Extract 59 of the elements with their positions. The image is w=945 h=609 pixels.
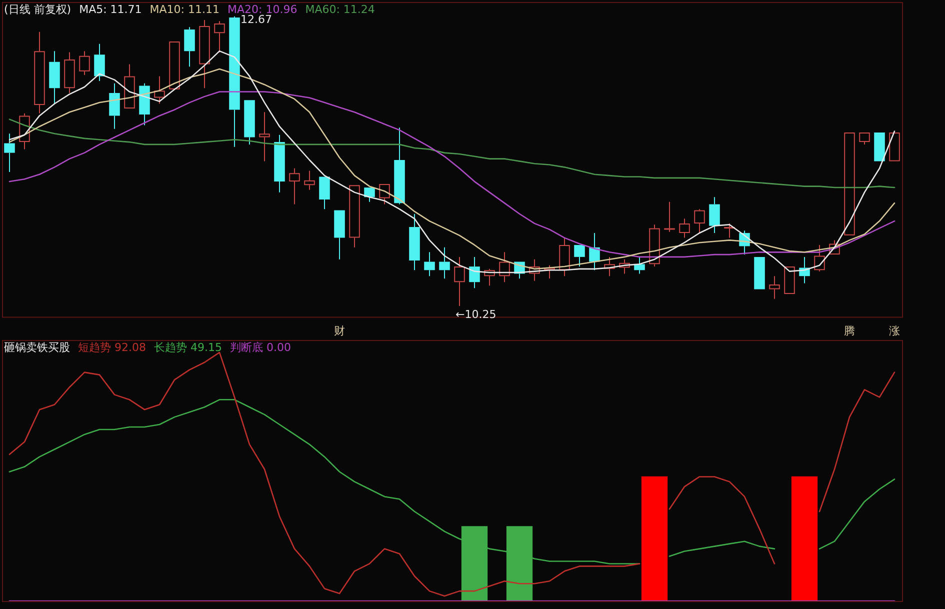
candlestick: [394, 127, 405, 205]
candlestick: [79, 50, 90, 76]
annotation: ←10.25: [456, 308, 496, 321]
candlestick: [724, 222, 735, 238]
candlestick: [469, 256, 480, 289]
candlestick: [19, 112, 30, 150]
candlestick: [604, 256, 615, 277]
candlestick: [634, 256, 645, 274]
candlestick: [154, 76, 165, 104]
candlestick: [499, 252, 510, 283]
candlestick: [199, 19, 210, 89]
series-label: 短趋势 92.08: [78, 340, 146, 354]
text: 判断底 0.00: [230, 340, 291, 354]
text: MA20: 10.96: [227, 2, 298, 16]
candlestick: [229, 16, 240, 148]
candlestick: [334, 210, 345, 260]
candlestick: [544, 264, 555, 279]
candlestick: [859, 132, 870, 145]
candlestick: [4, 133, 15, 172]
candlestick: [814, 244, 825, 272]
candlestick: [709, 196, 720, 234]
candlestick: [49, 50, 60, 104]
candlestick: [124, 64, 135, 109]
candlestick: [829, 240, 840, 255]
candlestick: [679, 218, 690, 238]
candlestick: [349, 185, 360, 248]
candlestick: [34, 31, 45, 114]
candlestick: [694, 208, 705, 234]
candlestick: [214, 20, 225, 53]
candlestick: [424, 252, 435, 277]
candlestick: [289, 168, 300, 205]
candlestick: [184, 26, 195, 68]
text: MA10: 11.11: [150, 2, 220, 16]
chart-title: (日线 前复权): [4, 2, 72, 16]
text: 长趋势 49.15: [154, 340, 222, 354]
candlestick: [439, 246, 450, 279]
text: MA5: 11.71: [79, 2, 142, 16]
x-tick-label: 财: [334, 324, 345, 338]
candlestick: [64, 52, 75, 94]
candlestick: [559, 237, 570, 277]
candlestick: [649, 224, 660, 268]
candlestick: [529, 258, 540, 282]
candlestick: [769, 276, 780, 300]
candlestick: [664, 201, 675, 232]
candlestick: [409, 213, 420, 271]
candlestick: [619, 258, 630, 274]
candlestick: [274, 134, 285, 193]
x-tick-label: 涨: [889, 325, 900, 338]
candlestick: [109, 82, 120, 130]
candlestick: [454, 256, 465, 307]
candlestick: [484, 268, 495, 286]
candlestick: [139, 82, 150, 126]
candlestick: [304, 170, 315, 190]
text: MA60: 11.24: [305, 2, 375, 16]
candlestick: [94, 43, 105, 82]
chart-title: 砸锅卖铁买股: [4, 340, 70, 354]
x-tick-label: 腾: [844, 325, 855, 338]
annotation: 12.67: [240, 13, 272, 26]
candlestick: [259, 112, 270, 162]
